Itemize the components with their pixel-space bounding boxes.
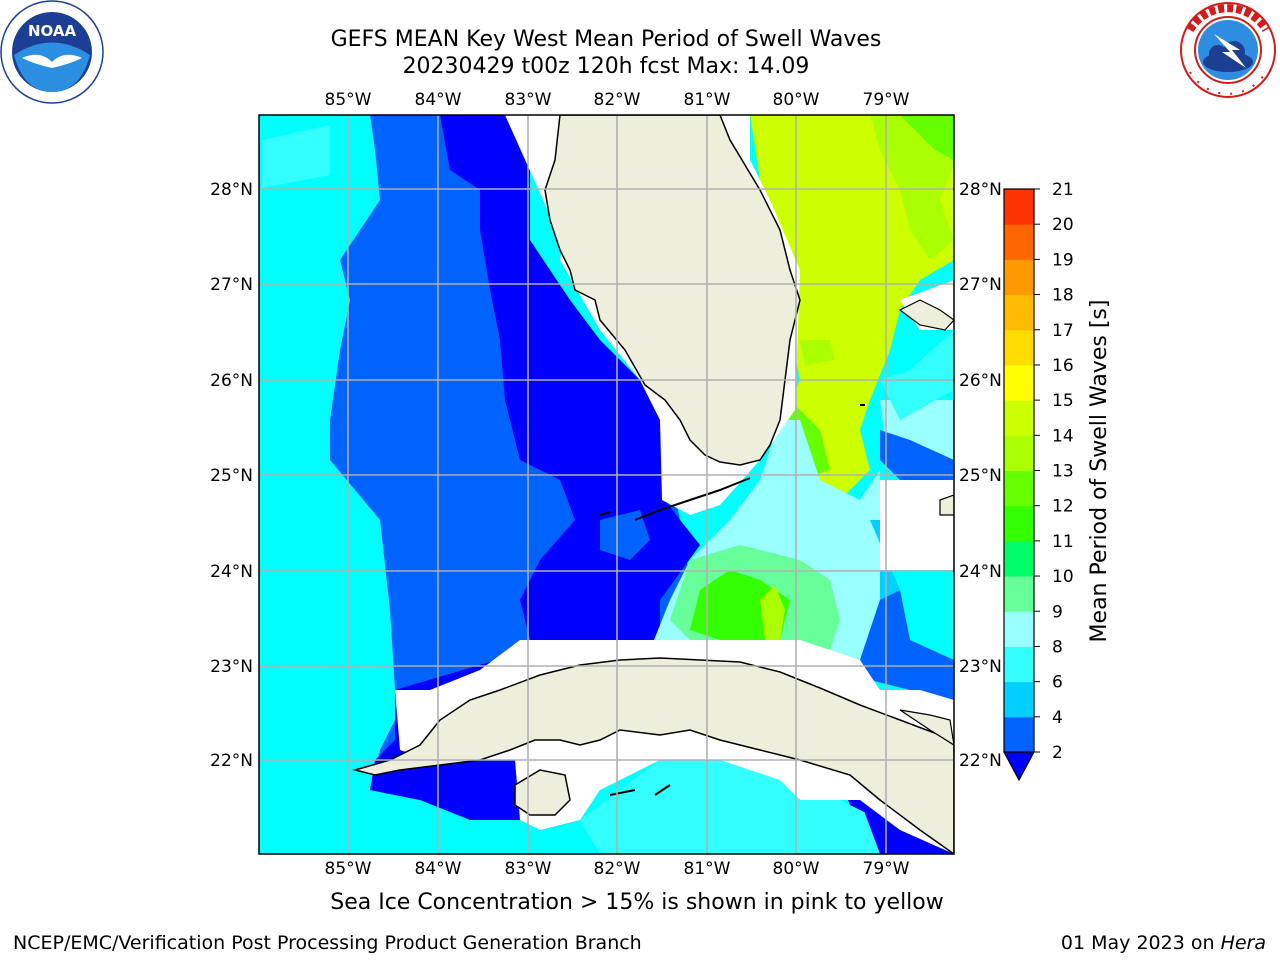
colorbar-segment [1004,364,1034,401]
lat-label-left: 24°N [210,562,253,582]
lat-label-right: 23°N [959,657,1002,677]
lon-label-bottom: 80°W [773,859,820,879]
map-title: GEFS MEAN Key West Mean Period of Swell … [330,27,882,52]
colorbar-tick-label: 21 [1052,180,1074,200]
colorbar-tick-label: 8 [1052,637,1063,657]
footer-machine: Hera [1220,932,1266,954]
noaa-logo-icon: NOAA [0,0,104,104]
svg-text:NOAA: NOAA [28,22,77,40]
lon-label-bottom: 83°W [505,859,552,879]
lat-label-right: 22°N [959,751,1002,771]
colorbar-tick-label: 13 [1052,462,1074,482]
colorbar-tick-label: 14 [1052,426,1074,446]
colorbar-tick-label: 9 [1052,602,1063,622]
lon-label-bottom: 84°W [415,859,462,879]
lon-label-top: 80°W [773,90,820,110]
lon-label-top: 81°W [684,90,731,110]
colorbar-tick-label: 2 [1052,743,1063,763]
footer-credit: NCEP/EMC/Verification Post Processing Pr… [13,932,642,954]
colorbar-segment [1004,329,1034,366]
lat-label-left: 23°N [210,657,253,677]
lon-label-top: 82°W [594,90,641,110]
lon-label-top: 85°W [325,90,372,110]
colorbar-segment [1004,611,1034,647]
colorbar-segment [1004,294,1034,331]
colorbar-tick-label: 15 [1052,391,1074,411]
colorbar-tick-label: 16 [1052,356,1074,376]
colorbar-tick-label: 19 [1052,250,1074,270]
colorbar [1002,188,1036,782]
lon-label-bottom: 85°W [325,859,372,879]
colorbar-tick-label: 6 [1052,673,1063,693]
lat-label-left: 22°N [210,751,253,771]
colorbar-segment [1004,540,1034,577]
colorbar-label: Mean Period of Swell Waves [s] [1087,300,1112,643]
colorbar-tick-label: 4 [1052,708,1063,728]
colorbar-extend-arrow [1002,751,1036,782]
lat-label-right: 28°N [959,180,1002,200]
colorbar-tick-label: 18 [1052,286,1074,306]
colorbar-segment [1004,224,1034,260]
colorbar-segment [1004,259,1034,296]
colorbar-segment [1004,681,1034,718]
lat-label-right: 27°N [959,275,1002,295]
colorbar-segment [1004,189,1034,225]
colorbar-segment [1004,505,1034,542]
lon-label-bottom: 82°W [594,859,641,879]
colorbar-segment [1004,716,1034,753]
lat-label-right: 25°N [959,466,1002,486]
lon-label-bottom: 81°W [684,859,731,879]
florida-land [544,115,801,466]
map-subtitle: 20230429 t00z 120h fcst Max: 14.09 [402,54,810,79]
colorbar-segment [1004,646,1034,683]
colorbar-segment [1004,435,1034,471]
nws-logo-icon [1180,2,1276,98]
bahamas-land [898,299,954,331]
lon-label-top: 83°W [505,90,552,110]
colorbar-ticks: 2 4 6 8 9 10 11 12 13 14 15 16 17 18 19 20 21 [1034,180,1074,763]
colorbar-tick-label: 11 [1052,532,1074,552]
lon-label-top: 79°W [863,90,910,110]
colorbar-tick-label: 17 [1052,321,1074,341]
lat-label-left: 28°N [210,180,253,200]
lon-label-top: 84°W [415,90,462,110]
colorbar-tick-label: 20 [1052,215,1074,235]
lon-label-bottom: 79°W [863,859,910,879]
colorbar-segment [1004,576,1034,612]
footer-date-text: 01 May 2023 on [1060,932,1221,954]
map-plot-area [259,115,954,854]
lat-label-left: 26°N [210,371,253,391]
map-gridlines [259,115,954,854]
lat-label-left: 27°N [210,275,253,295]
sea-ice-caption: Sea Ice Concentration > 15% is shown in … [330,890,944,915]
colorbar-tick-label: 12 [1052,497,1074,517]
lat-label-right: 26°N [959,371,1002,391]
map-frame [258,114,955,855]
colorbar-tick-label: 10 [1052,567,1074,587]
lat-label-left: 25°N [210,466,253,486]
colorbar-segment [1004,400,1034,436]
colorbar-segment [1004,470,1034,507]
lat-label-right: 24°N [959,562,1002,582]
cuba-land [352,657,954,854]
footer-date: 01 May 2023 on Hera [1061,932,1266,954]
